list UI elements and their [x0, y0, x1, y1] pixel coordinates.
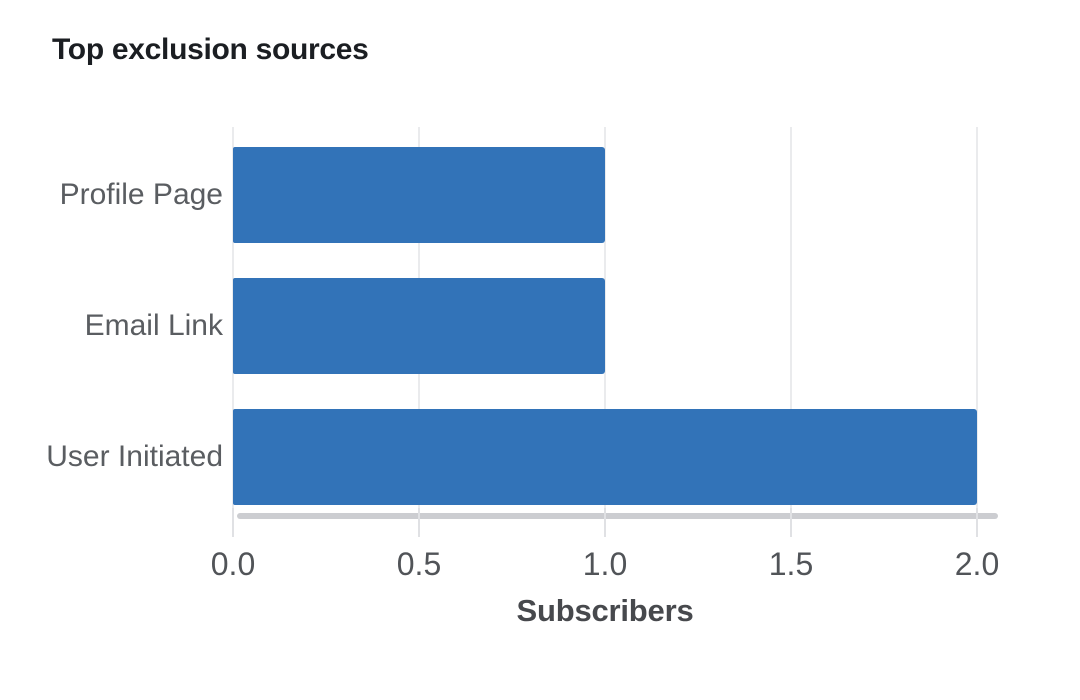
category-label: Profile Page — [59, 178, 223, 211]
gridline — [790, 127, 792, 508]
bar-user-initiated — [233, 409, 977, 505]
x-axis-title: Subscribers — [516, 593, 694, 628]
x-tick-label: 2.0 — [954, 546, 1000, 582]
x-tick-mark — [790, 508, 792, 537]
x-tick-label: 1.0 — [582, 546, 628, 582]
x-axis-line — [237, 513, 998, 519]
x-tick-mark — [976, 508, 978, 537]
bar-email-link — [233, 278, 605, 374]
chart-title: Top exclusion sources — [52, 33, 369, 66]
bar-profile-page — [233, 147, 605, 243]
x-tick-mark — [418, 508, 420, 537]
category-label: User Initiated — [46, 440, 223, 473]
x-tick-mark — [232, 508, 234, 537]
x-tick-mark — [604, 508, 606, 537]
plot-area — [232, 127, 998, 508]
x-tick-label: 0.0 — [210, 546, 256, 582]
category-label: Email Link — [84, 309, 223, 342]
x-tick-label: 0.5 — [396, 546, 442, 582]
gridline — [976, 127, 978, 508]
gridline — [604, 127, 606, 508]
x-tick-label: 1.5 — [768, 546, 814, 582]
